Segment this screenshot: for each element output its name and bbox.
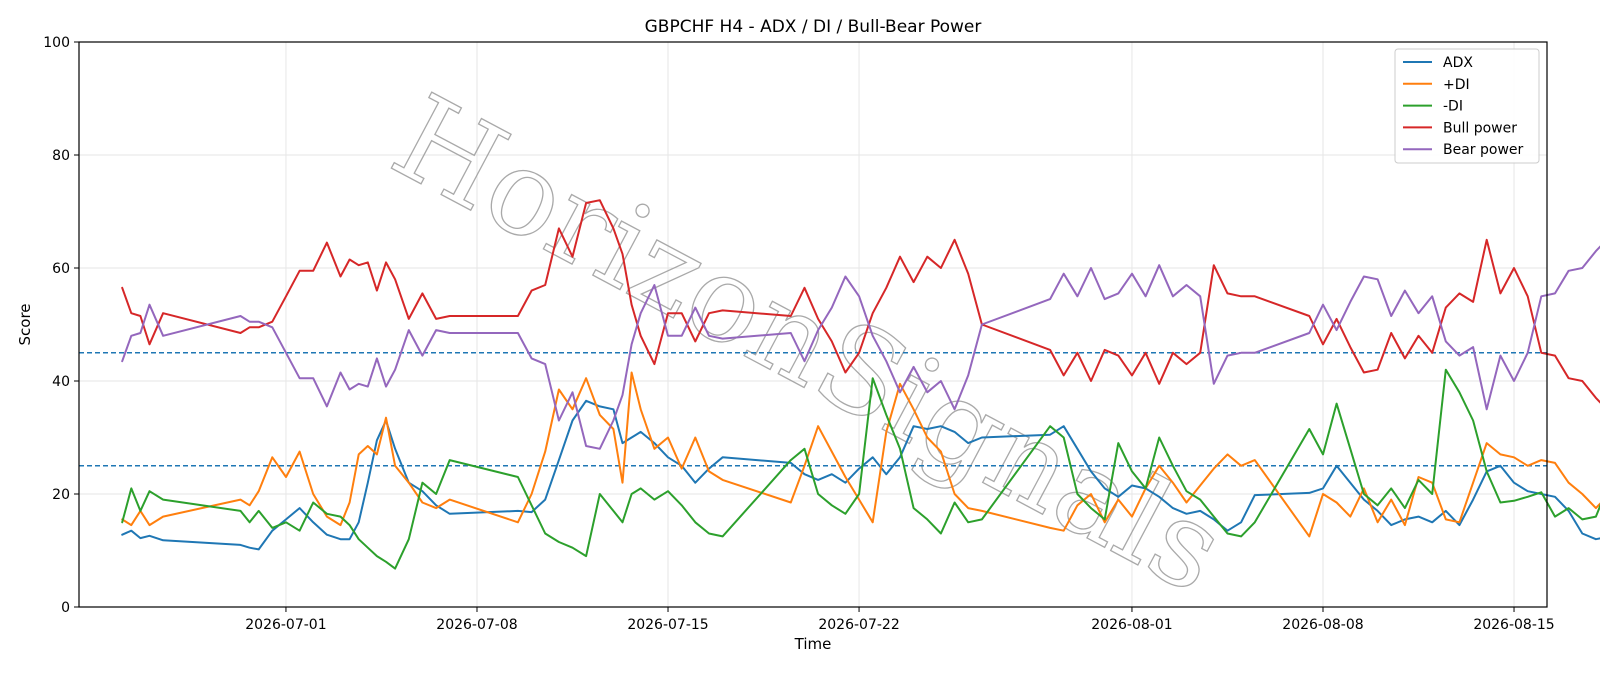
x-tick-label: 2026-08-08 xyxy=(1282,617,1363,633)
legend-label-bull-power: Bull power xyxy=(1443,120,1517,136)
series-line-bull-power xyxy=(121,199,1600,404)
y-axis-ticks: 0 20 40 60 80 100 xyxy=(43,35,79,616)
legend-label-adx: ADX xyxy=(1443,55,1473,71)
x-tick-label: 2026-08-15 xyxy=(1473,617,1554,633)
series-line-di xyxy=(121,371,1600,538)
x-axis-ticks: 2026-07-01 2026-07-08 2026-07-15 2026-07-22… xyxy=(245,607,1555,633)
y-tick-label: 0 xyxy=(61,600,70,616)
x-tick-label: 2026-07-22 xyxy=(818,617,899,633)
reference-lines xyxy=(79,352,1547,467)
x-tick-label: 2026-07-01 xyxy=(245,617,326,633)
y-tick-label: 20 xyxy=(52,487,70,503)
legend-label-di: -DI xyxy=(1443,99,1463,115)
y-tick-label: 80 xyxy=(52,148,70,164)
series-line-bear-power xyxy=(121,245,1600,450)
series-line-adx xyxy=(121,399,1600,551)
series-line-di xyxy=(121,368,1600,570)
y-axis-label: Score xyxy=(16,303,34,345)
x-tick-label: 2026-07-08 xyxy=(436,617,517,633)
chart-title: GBPCHF H4 - ADX / DI / Bull-Bear Power xyxy=(645,17,982,37)
x-axis-label: Time xyxy=(794,635,832,653)
x-tick-label: 2026-07-15 xyxy=(627,617,708,633)
legend-label-bear-power: Bear power xyxy=(1443,142,1524,158)
legend-box xyxy=(1394,48,1540,164)
legend: ADX +DI -DI Bull power Bear power xyxy=(1394,48,1540,164)
plot-frame xyxy=(78,41,1548,608)
y-tick-label: 40 xyxy=(52,374,70,390)
y-tick-label: 60 xyxy=(52,261,70,277)
y-tick-label: 100 xyxy=(43,35,70,51)
series-layer xyxy=(121,199,1600,570)
x-tick-label: 2026-08-01 xyxy=(1091,617,1172,633)
legend-label-di: +DI xyxy=(1443,77,1470,93)
